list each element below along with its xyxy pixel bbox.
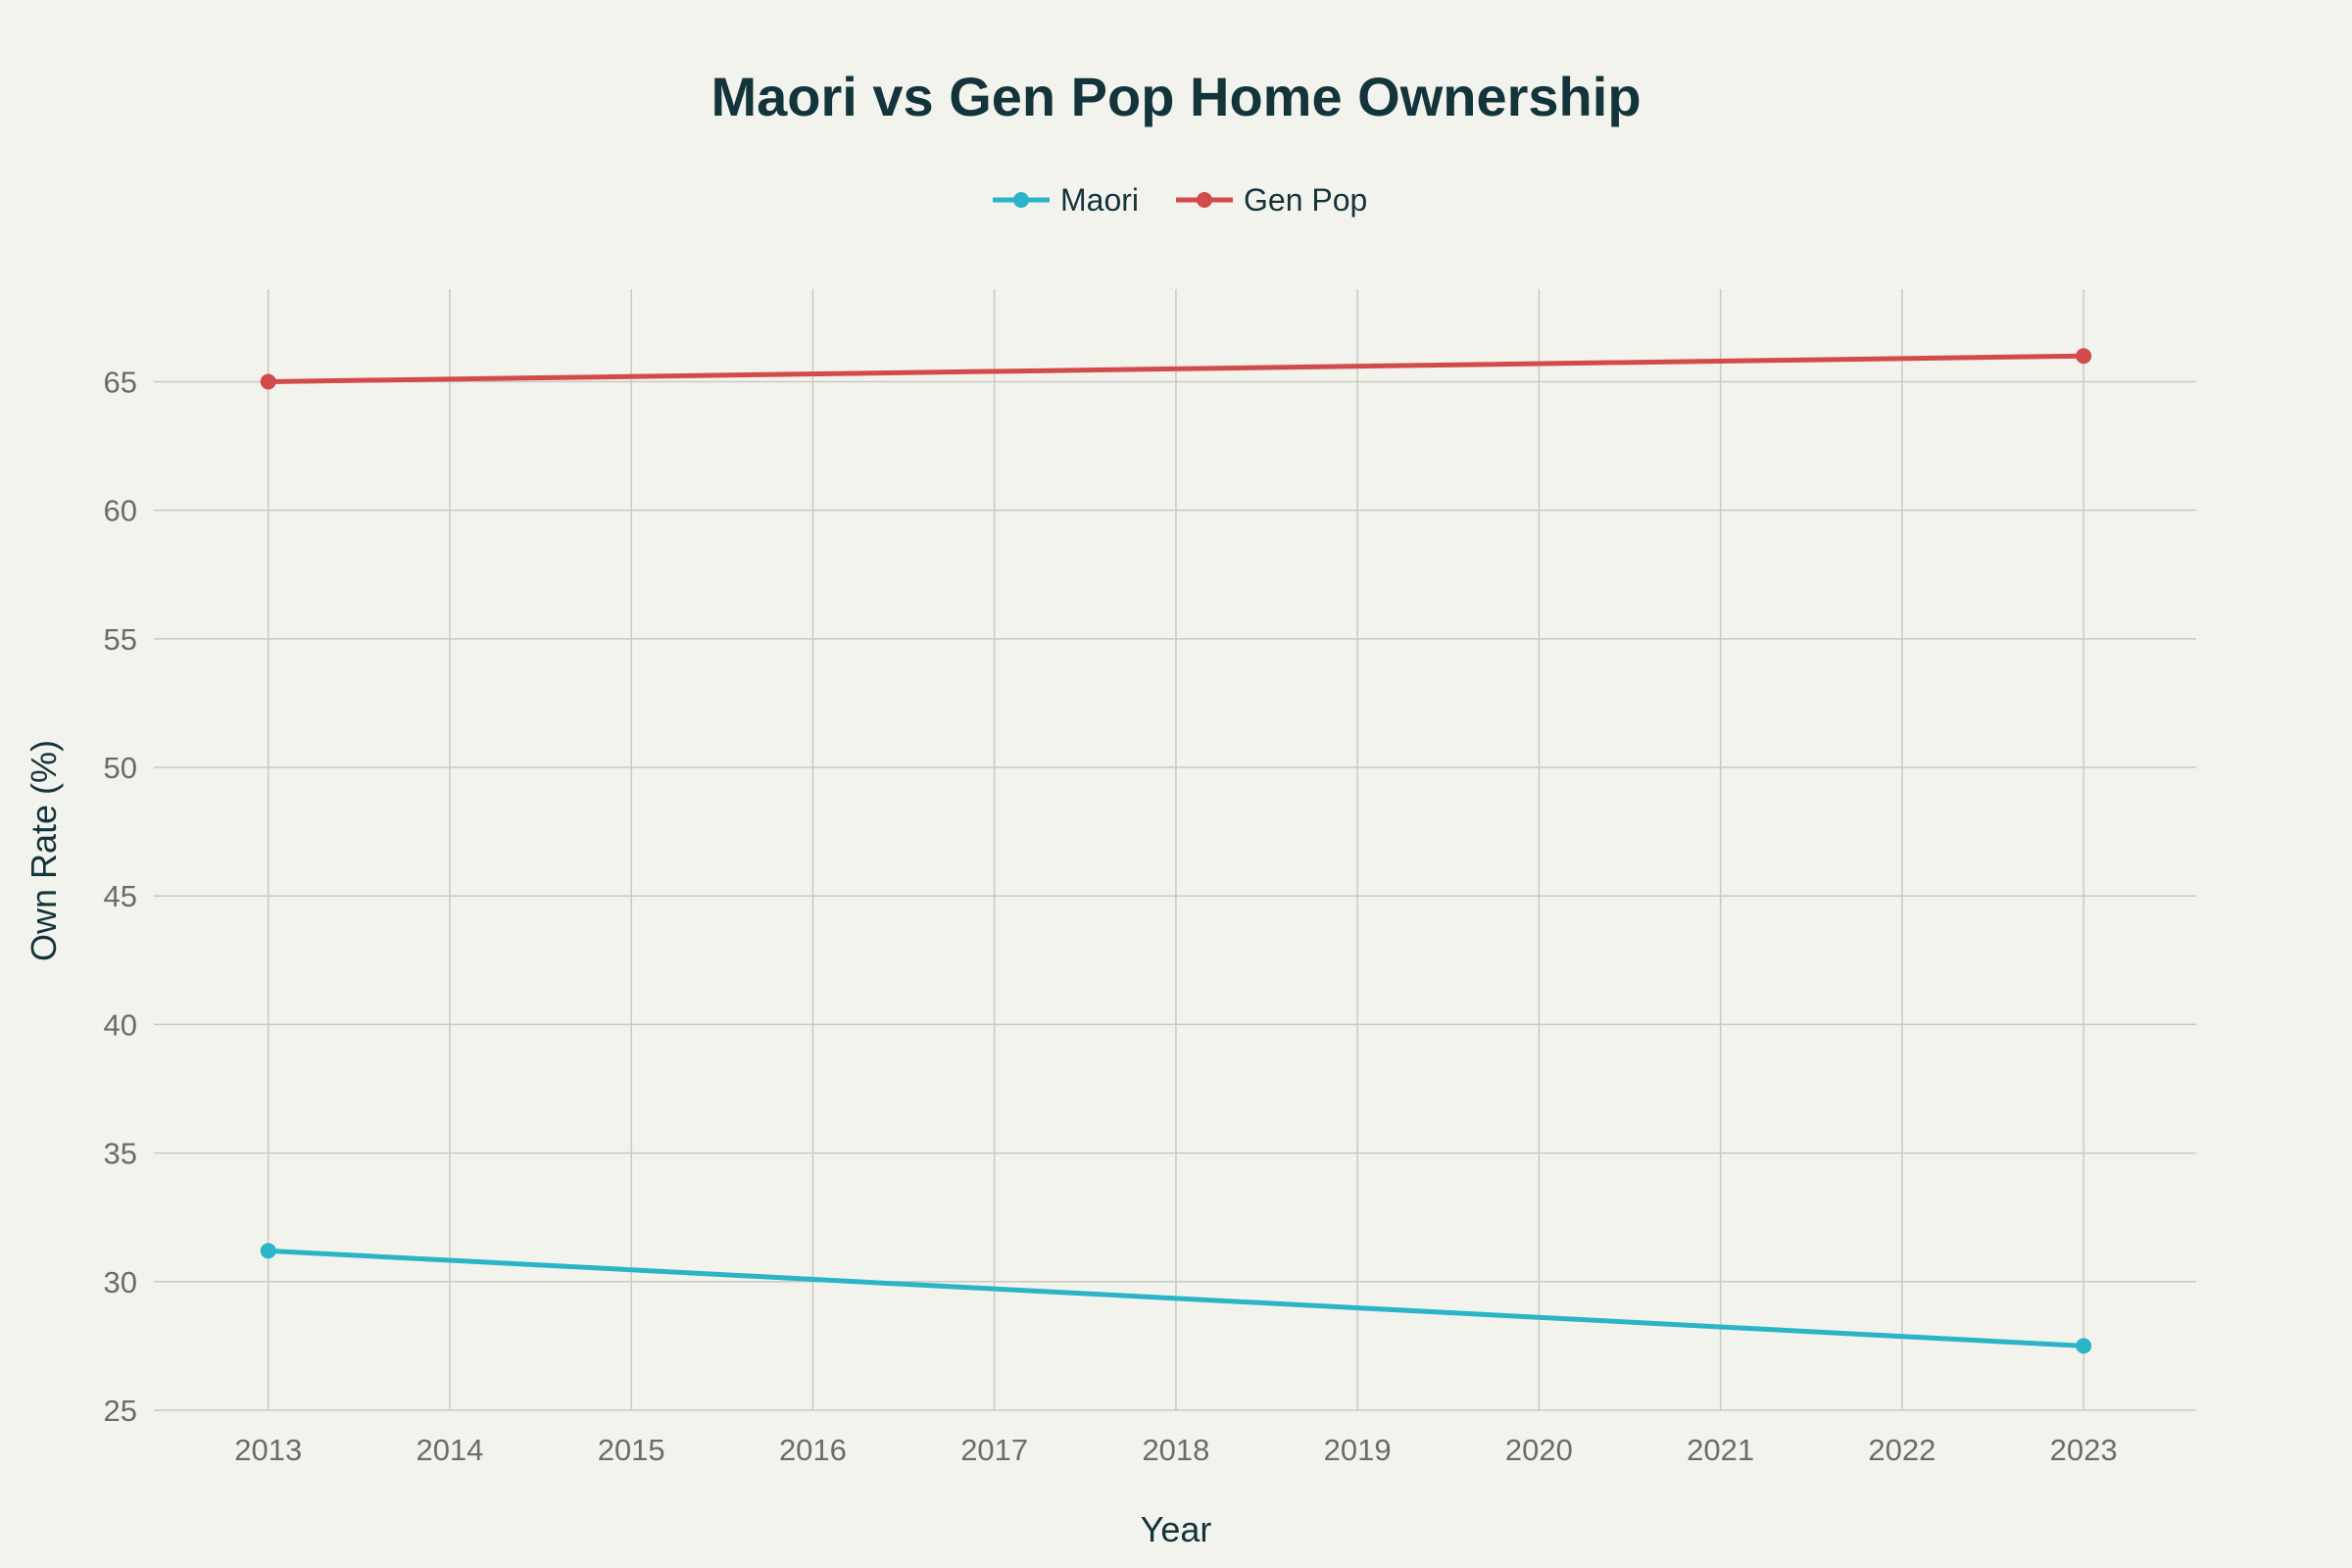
legend-marker-maori (1013, 192, 1029, 208)
y-gridlines (154, 380, 2196, 1411)
data-point-gen-pop-2023 (2076, 348, 2092, 365)
legend-marker-gen-pop (1197, 192, 1212, 208)
series-layer (260, 348, 2092, 1354)
series-line-gen-pop (266, 353, 2086, 384)
x-tick-label-2015: 2015 (598, 1433, 665, 1467)
x-axis-ticks: 2013 2014 2015 2016 2017 2018 2019 2020 2021 2022… (234, 1433, 2117, 1467)
y-tick-label-50: 50 (104, 751, 137, 785)
x-tick-label-2014: 2014 (416, 1433, 483, 1467)
x-tick-label-2019: 2019 (1324, 1433, 1392, 1467)
legend-label-gen-pop: Gen Pop (1244, 182, 1367, 218)
chart-title: Maori vs Gen Pop Home Ownership (710, 66, 1641, 127)
data-point-maori-2023 (2076, 1338, 2092, 1354)
x-tick-label-2021: 2021 (1687, 1433, 1754, 1467)
x-tick-label-2023: 2023 (2050, 1433, 2118, 1467)
y-tick-label-65: 65 (104, 365, 137, 399)
y-tick-label-45: 45 (104, 879, 137, 913)
data-point-maori-2013 (260, 1243, 276, 1259)
series-line-maori (266, 1248, 2086, 1348)
legend-label-maori: Maori (1060, 182, 1139, 218)
legend-item-gen-pop[interactable]: Gen Pop (1176, 182, 1367, 218)
y-tick-label-40: 40 (104, 1007, 137, 1042)
x-axis-title: Year (1141, 1509, 1212, 1549)
y-axis-ticks: 25 30 35 40 45 50 55 60 65 (104, 365, 137, 1428)
y-tick-label-55: 55 (104, 622, 137, 657)
x-tick-label-2020: 2020 (1505, 1433, 1573, 1467)
x-tick-label-2013: 2013 (234, 1433, 302, 1467)
x-tick-label-2017: 2017 (960, 1433, 1028, 1467)
y-tick-label-35: 35 (104, 1137, 137, 1171)
y-axis-title: Own Rate (%) (24, 740, 64, 961)
x-tick-label-2018: 2018 (1142, 1433, 1209, 1467)
x-tick-label-2016: 2016 (779, 1433, 847, 1467)
y-tick-label-60: 60 (104, 494, 137, 528)
x-tick-label-2022: 2022 (1868, 1433, 1936, 1467)
data-point-gen-pop-2013 (260, 373, 276, 390)
y-tick-label-30: 30 (104, 1265, 137, 1299)
y-tick-label-25: 25 (104, 1394, 137, 1428)
legend: Maori Gen Pop (993, 182, 1367, 218)
legend-item-maori[interactable]: Maori (993, 182, 1139, 218)
x-gridlines (267, 289, 2084, 1410)
